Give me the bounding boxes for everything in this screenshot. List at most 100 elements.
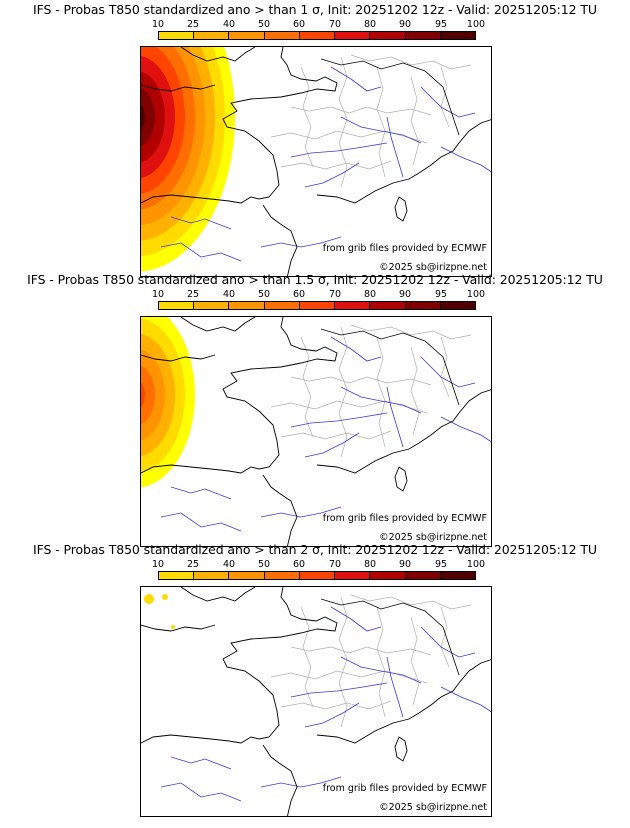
colorbar-label: 40: [222, 289, 236, 300]
river: [290, 412, 388, 428]
panel-title: IFS - Probas T850 standardized ano > tha…: [33, 2, 597, 17]
colorbar-label: 25: [186, 289, 200, 300]
river: [260, 506, 342, 518]
river: [340, 656, 422, 684]
admin-border: [338, 56, 348, 188]
probability-spot: [144, 594, 154, 604]
admin-border: [376, 336, 386, 448]
site-credit: ©2025 sb@irizpne.net: [379, 532, 487, 543]
colorbar-segment: [229, 572, 265, 579]
river: [340, 386, 422, 414]
colorbar-label: 80: [363, 559, 377, 570]
colorbar-segment: [405, 302, 441, 309]
colorbar-labels: 10 25 40 50 60 70 80 90 95 100: [152, 559, 485, 571]
river: [160, 512, 242, 532]
colorbar-label: 70: [328, 559, 342, 570]
corsica-outline: [394, 196, 408, 222]
colorbar-label: 50: [257, 289, 271, 300]
coastline: [180, 587, 256, 602]
colorbar-label: 50: [257, 19, 271, 30]
colorbar: [158, 301, 476, 310]
river: [420, 86, 476, 118]
river: [260, 776, 342, 788]
colorbar-segment: [370, 302, 406, 309]
data-source-credit: from grib files provided by ECMWF: [322, 513, 487, 524]
panel-title: IFS - Probas T850 standardized ano > tha…: [33, 542, 597, 557]
colorbar-label: 70: [328, 19, 342, 30]
colorbar-label: 70: [328, 289, 342, 300]
colorbar-segment: [335, 32, 371, 39]
admin-border: [338, 326, 348, 458]
colorbar-segment: [405, 32, 441, 39]
colorbar-label: 40: [222, 559, 236, 570]
admin-border: [300, 336, 314, 438]
map-canvas: [141, 317, 491, 546]
colorbar-label: 95: [434, 559, 448, 570]
probability-contour: [141, 104, 145, 130]
coastline: [141, 47, 338, 204]
colorbar-label: 25: [186, 559, 200, 570]
colorbar-label: 100: [466, 19, 486, 30]
colorbar: [158, 31, 476, 40]
data-source-credit: from grib files provided by ECMWF: [322, 243, 487, 254]
admin-border: [290, 646, 432, 656]
river: [330, 606, 382, 632]
probability-contour: [141, 87, 155, 147]
probability-spot: [171, 625, 175, 629]
coastline: [141, 84, 216, 92]
coastline: [316, 119, 491, 204]
admin-border: [376, 606, 386, 718]
colorbar-label: 25: [186, 19, 200, 30]
probability-contour: [141, 365, 155, 425]
coastline: [141, 587, 338, 744]
colorbar-segment: [335, 302, 371, 309]
colorbar-label: 90: [398, 559, 412, 570]
coastline: [180, 47, 256, 62]
admin-border: [290, 106, 432, 116]
colorbar-segment: [194, 572, 230, 579]
colorbar-label: 95: [434, 19, 448, 30]
colorbar-segment: [370, 32, 406, 39]
country-border: [320, 58, 460, 136]
colorbar-label: 95: [434, 289, 448, 300]
colorbar-segment: [264, 32, 300, 39]
coastline: [180, 317, 256, 332]
colorbar-segment: [194, 302, 230, 309]
coastline: [262, 204, 298, 276]
river: [386, 386, 404, 448]
probability-map: from grib files provided by ECMWF ©2025 …: [140, 316, 492, 547]
river: [160, 242, 242, 262]
colorbar-segment: [264, 302, 300, 309]
river: [170, 216, 232, 230]
probability-spot: [162, 594, 168, 600]
colorbar-segment: [405, 572, 441, 579]
colorbar-segment: [335, 572, 371, 579]
river: [290, 142, 388, 158]
admin-border: [280, 700, 392, 710]
admin-border: [270, 130, 428, 144]
colorbar-segment: [159, 32, 195, 39]
map-panel-2: IFS - Probas T850 standardized ano > tha…: [0, 270, 630, 547]
river: [330, 66, 382, 92]
colorbar-segment: [299, 302, 336, 309]
colorbar-segment: [440, 302, 475, 309]
colorbar-label: 80: [363, 289, 377, 300]
colorbar-label: 100: [466, 289, 486, 300]
colorbar-label: 10: [151, 559, 165, 570]
colorbar-label: 10: [151, 19, 165, 30]
probability-contour: [141, 382, 145, 408]
admin-border: [300, 66, 314, 168]
colorbar-label: 10: [151, 289, 165, 300]
colorbar-label: 40: [222, 19, 236, 30]
map-canvas: [141, 587, 491, 816]
colorbar-label: 60: [292, 559, 306, 570]
colorbar-label: 60: [292, 19, 306, 30]
map-panel-1: IFS - Probas T850 standardized ano > tha…: [0, 0, 630, 277]
colorbar-label: 90: [398, 289, 412, 300]
colorbar-segment: [159, 572, 195, 579]
country-border: [320, 598, 460, 676]
admin-border: [280, 160, 392, 170]
admin-border: [440, 336, 450, 398]
admin-border: [440, 606, 450, 668]
admin-border: [350, 54, 472, 70]
